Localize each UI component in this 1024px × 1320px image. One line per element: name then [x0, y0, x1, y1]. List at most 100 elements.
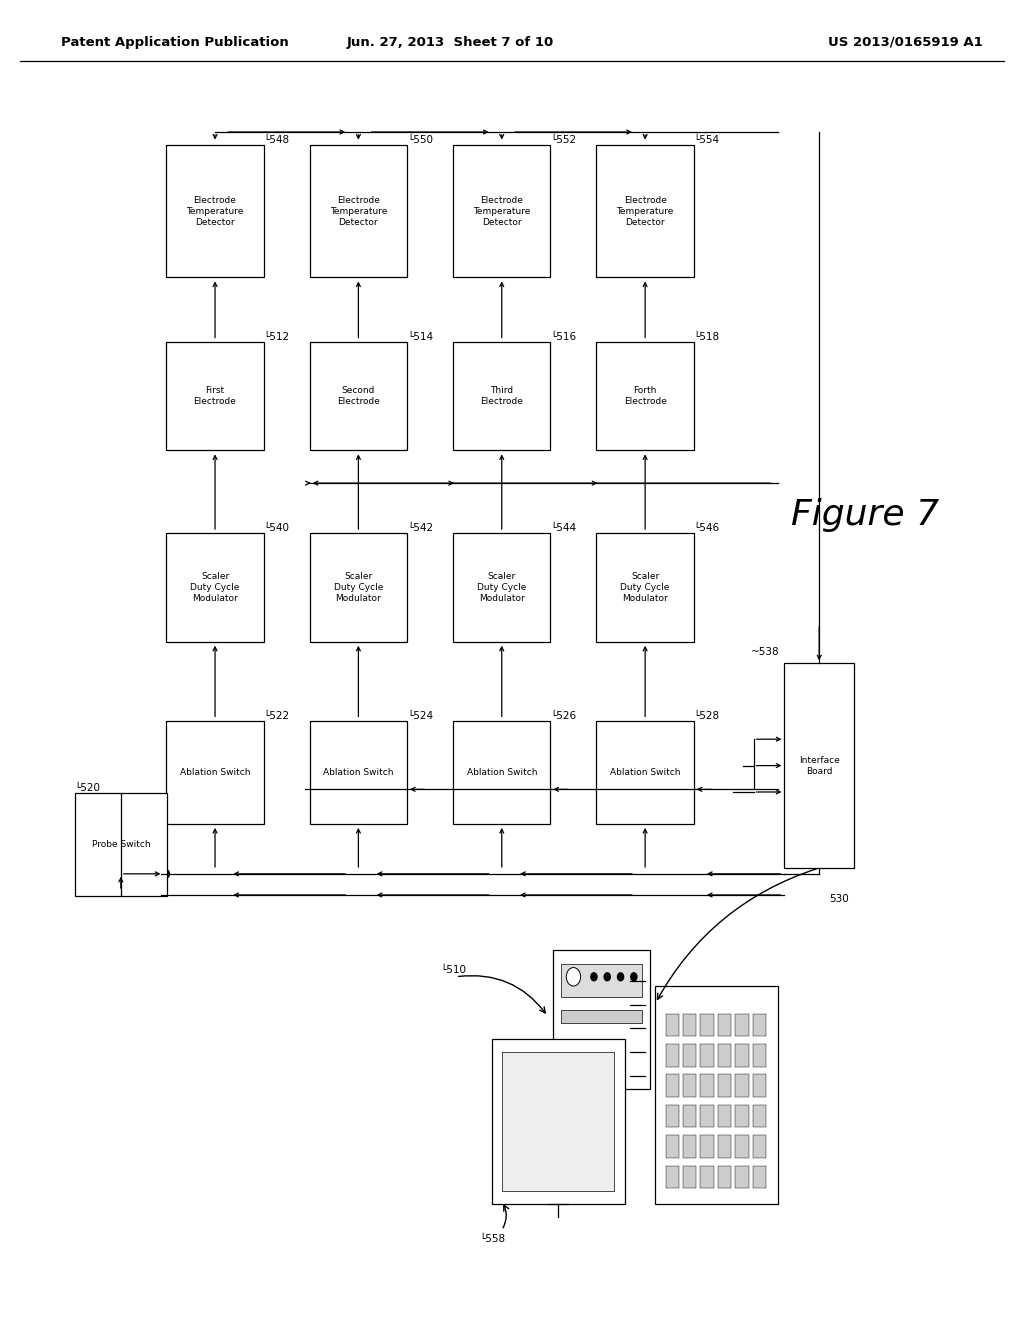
Text: 530: 530	[829, 895, 849, 904]
Text: Ablation Switch: Ablation Switch	[610, 768, 680, 776]
Circle shape	[617, 973, 624, 981]
Bar	[718, 1044, 731, 1067]
Bar	[492, 1039, 625, 1204]
Bar	[666, 1014, 679, 1036]
Text: Electrode
Temperature
Detector: Electrode Temperature Detector	[616, 195, 674, 227]
Text: Ablation Switch: Ablation Switch	[467, 768, 537, 776]
Bar	[596, 145, 694, 277]
Text: Figure 7: Figure 7	[792, 498, 939, 532]
Bar	[718, 1105, 731, 1127]
Bar	[718, 1074, 731, 1097]
Bar	[596, 533, 694, 642]
Text: ~538: ~538	[751, 647, 779, 657]
Bar	[561, 1010, 642, 1023]
Circle shape	[566, 968, 581, 986]
Bar	[666, 1044, 679, 1067]
Text: First
Electrode: First Electrode	[194, 385, 237, 407]
Text: └554: └554	[694, 135, 720, 145]
Bar	[666, 1105, 679, 1127]
Text: └524: └524	[407, 710, 433, 721]
Text: Patent Application Publication: Patent Application Publication	[61, 36, 289, 49]
Text: └550: └550	[407, 135, 433, 145]
Bar	[683, 1014, 696, 1036]
Bar	[502, 1052, 614, 1191]
Text: └544: └544	[551, 523, 577, 533]
Text: Forth
Electrode: Forth Electrode	[624, 385, 667, 407]
Text: └546: └546	[694, 523, 720, 533]
Bar	[309, 721, 407, 824]
Text: └512: └512	[264, 331, 290, 342]
Bar	[683, 1074, 696, 1097]
Bar	[753, 1105, 766, 1127]
Bar	[666, 1166, 679, 1188]
Bar	[683, 1135, 696, 1158]
Bar	[553, 950, 650, 1089]
Bar	[166, 533, 263, 642]
Text: Ablation Switch: Ablation Switch	[324, 768, 393, 776]
Bar	[753, 1044, 766, 1067]
Text: └514: └514	[407, 331, 433, 342]
Bar	[718, 1014, 731, 1036]
Bar	[309, 342, 407, 450]
Bar	[718, 1135, 731, 1158]
Bar	[75, 793, 167, 896]
Bar	[700, 1105, 714, 1127]
Bar	[683, 1166, 696, 1188]
Bar	[166, 145, 263, 277]
Text: Scaler
Duty Cycle
Modulator: Scaler Duty Cycle Modulator	[621, 572, 670, 603]
Bar	[700, 1166, 714, 1188]
Text: Electrode
Temperature
Detector: Electrode Temperature Detector	[186, 195, 244, 227]
Bar	[453, 533, 551, 642]
Text: Probe Switch: Probe Switch	[91, 841, 151, 849]
Bar	[753, 1014, 766, 1036]
Bar	[753, 1135, 766, 1158]
Bar	[166, 342, 263, 450]
Bar	[735, 1014, 749, 1036]
Bar	[718, 1166, 731, 1188]
Text: Jun. 27, 2013  Sheet 7 of 10: Jun. 27, 2013 Sheet 7 of 10	[347, 36, 554, 49]
Bar	[700, 1014, 714, 1036]
Text: └552: └552	[551, 135, 577, 145]
Circle shape	[163, 870, 169, 878]
Circle shape	[604, 973, 610, 981]
Bar	[700, 1044, 714, 1067]
Text: └540: └540	[264, 523, 290, 533]
Bar	[666, 1074, 679, 1097]
Text: └548: └548	[264, 135, 290, 145]
Text: Scaler
Duty Cycle
Modulator: Scaler Duty Cycle Modulator	[190, 572, 240, 603]
Text: └518: └518	[694, 331, 720, 342]
Bar	[561, 964, 642, 997]
Text: US 2013/0165919 A1: US 2013/0165919 A1	[828, 36, 983, 49]
Text: └520: └520	[75, 783, 100, 793]
Text: └528: └528	[694, 710, 720, 721]
Bar	[453, 342, 551, 450]
Bar	[700, 1074, 714, 1097]
Bar	[166, 721, 263, 824]
Circle shape	[591, 973, 597, 981]
Text: └542: └542	[407, 523, 433, 533]
Bar	[683, 1105, 696, 1127]
Bar	[666, 1135, 679, 1158]
Bar	[735, 1074, 749, 1097]
Text: Electrode
Temperature
Detector: Electrode Temperature Detector	[330, 195, 387, 227]
Text: └522: └522	[264, 710, 290, 721]
Bar	[596, 342, 694, 450]
Text: Third
Electrode: Third Electrode	[480, 385, 523, 407]
Bar	[753, 1166, 766, 1188]
Bar	[655, 986, 778, 1204]
Bar	[753, 1074, 766, 1097]
Bar	[735, 1105, 749, 1127]
Text: Ablation Switch: Ablation Switch	[180, 768, 250, 776]
Bar	[596, 721, 694, 824]
Text: Scaler
Duty Cycle
Modulator: Scaler Duty Cycle Modulator	[477, 572, 526, 603]
Text: └510: └510	[440, 965, 466, 975]
Text: Interface
Board: Interface Board	[799, 755, 840, 776]
Text: Second
Electrode: Second Electrode	[337, 385, 380, 407]
Bar	[453, 145, 551, 277]
Text: └526: └526	[551, 710, 577, 721]
Bar	[735, 1135, 749, 1158]
Text: Electrode
Temperature
Detector: Electrode Temperature Detector	[473, 195, 530, 227]
Bar	[735, 1044, 749, 1067]
Text: Scaler
Duty Cycle
Modulator: Scaler Duty Cycle Modulator	[334, 572, 383, 603]
Bar	[309, 145, 407, 277]
